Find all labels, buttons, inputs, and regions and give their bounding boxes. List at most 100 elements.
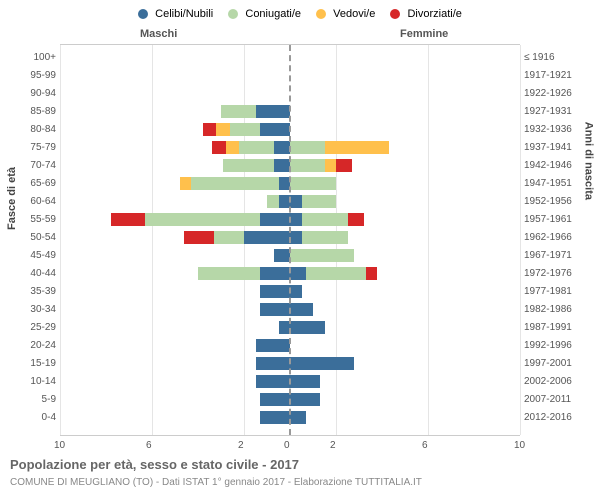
bar-segment-male [191, 177, 278, 190]
bar-segment-female [290, 141, 325, 154]
chart-subtitle: COMUNE DI MEUGLIANO (TO) - Dati ISTAT 1°… [10, 477, 422, 488]
age-label: 85-89 [20, 103, 56, 121]
bar-segment-female [290, 321, 325, 334]
bar-segment-male [256, 357, 291, 370]
bar-segment-female [290, 195, 302, 208]
bar-segment-male [260, 285, 290, 298]
birth-year-label: 2012-2016 [524, 409, 582, 427]
bar-segment-female [325, 141, 389, 154]
birth-year-label: 1967-1971 [524, 247, 582, 265]
birth-year-label: 1997-2001 [524, 355, 582, 373]
population-pyramid-chart: Celibi/Nubili Coniugati/e Vedovi/e Divor… [0, 0, 600, 500]
bar-segment-female [336, 159, 352, 172]
bar-segment-male [203, 123, 217, 136]
bar-segment-female [290, 375, 320, 388]
bar-segment-male [223, 159, 274, 172]
male-header: Maschi [140, 28, 177, 40]
legend-item-celibi: Celibi/Nubili [138, 8, 213, 20]
birth-year-label: 1927-1931 [524, 103, 582, 121]
bar-segment-male [216, 123, 230, 136]
x-tick-label: 10 [54, 440, 65, 451]
bar-segment-female [302, 213, 348, 226]
age-label: 20-24 [20, 337, 56, 355]
y-axis-title-left: Fasce di età [6, 167, 18, 230]
legend-label-celibi: Celibi/Nubili [155, 8, 213, 20]
bar-segment-female [290, 411, 306, 424]
x-tick-label: 10 [514, 440, 525, 451]
birth-year-label: 1972-1976 [524, 265, 582, 283]
birth-year-label: 1992-1996 [524, 337, 582, 355]
bar-segment-female [290, 267, 306, 280]
birth-year-label: 1952-1956 [524, 193, 582, 211]
bar-segment-male [180, 177, 192, 190]
birth-year-label: 1937-1941 [524, 139, 582, 157]
gridline [520, 45, 521, 435]
bar-segment-male [260, 123, 290, 136]
age-label: 30-34 [20, 301, 56, 319]
age-label: 50-54 [20, 229, 56, 247]
legend: Celibi/Nubili Coniugati/e Vedovi/e Divor… [0, 8, 600, 20]
bar-segment-female [290, 213, 302, 226]
age-label: 80-84 [20, 121, 56, 139]
age-label: 45-49 [20, 247, 56, 265]
birth-year-label: 2002-2006 [524, 373, 582, 391]
birth-year-label: 1947-1951 [524, 175, 582, 193]
bar-segment-male [226, 141, 240, 154]
age-label: 90-94 [20, 85, 56, 103]
bar-segment-male [274, 141, 290, 154]
x-tick-label: 2 [330, 440, 336, 451]
age-label: 15-19 [20, 355, 56, 373]
legend-item-vedovi: Vedovi/e [316, 8, 375, 20]
bar-segment-male [239, 141, 274, 154]
bar-segment-female [290, 159, 325, 172]
age-label: 25-29 [20, 319, 56, 337]
age-label: 35-39 [20, 283, 56, 301]
bar-segment-male [260, 393, 290, 406]
bar-segment-male [145, 213, 260, 226]
plot-area: 106202610100+≤ 191695-991917-192190-9419… [60, 44, 520, 436]
bar-segment-female [290, 393, 320, 406]
birth-year-label: 1977-1981 [524, 283, 582, 301]
bar-segment-male [260, 303, 290, 316]
birth-year-label: 1987-1991 [524, 319, 582, 337]
birth-year-label: 1942-1946 [524, 157, 582, 175]
bar-segment-male [221, 105, 256, 118]
age-label: 65-69 [20, 175, 56, 193]
x-tick-label: 2 [238, 440, 244, 451]
x-tick-label: 6 [422, 440, 428, 451]
bar-segment-female [348, 213, 364, 226]
age-label: 0-4 [20, 409, 56, 427]
bar-segment-male [111, 213, 146, 226]
birth-year-label: 1962-1966 [524, 229, 582, 247]
bar-segment-male [260, 267, 290, 280]
age-label: 60-64 [20, 193, 56, 211]
bar-segment-female [366, 267, 378, 280]
bar-segment-male [260, 213, 290, 226]
birth-year-label: 1957-1961 [524, 211, 582, 229]
birth-year-label: 2007-2011 [524, 391, 582, 409]
y-axis-title-right: Anni di nascita [582, 122, 594, 200]
legend-label-vedovi: Vedovi/e [333, 8, 375, 20]
x-tick-label: 6 [146, 440, 152, 451]
bar-segment-female [290, 303, 313, 316]
bar-segment-female [290, 357, 354, 370]
legend-label-divorziati: Divorziati/e [407, 8, 461, 20]
legend-item-divorziati: Divorziati/e [390, 8, 461, 20]
birth-year-label: 1917-1921 [524, 67, 582, 85]
birth-year-label: 1922-1926 [524, 85, 582, 103]
legend-item-coniugati: Coniugati/e [228, 8, 301, 20]
age-label: 95-99 [20, 67, 56, 85]
legend-swatch-divorziati [390, 9, 400, 19]
legend-label-coniugati: Coniugati/e [245, 8, 301, 20]
age-label: 100+ [20, 49, 56, 67]
bar-segment-male [267, 195, 279, 208]
bar-segment-female [325, 159, 337, 172]
bar-segment-female [290, 231, 302, 244]
age-label: 5-9 [20, 391, 56, 409]
bar-segment-female [306, 267, 366, 280]
age-label: 75-79 [20, 139, 56, 157]
bar-segment-male [274, 249, 290, 262]
chart-title: Popolazione per età, sesso e stato civil… [10, 457, 299, 472]
bar-segment-male [214, 231, 244, 244]
age-label: 70-74 [20, 157, 56, 175]
